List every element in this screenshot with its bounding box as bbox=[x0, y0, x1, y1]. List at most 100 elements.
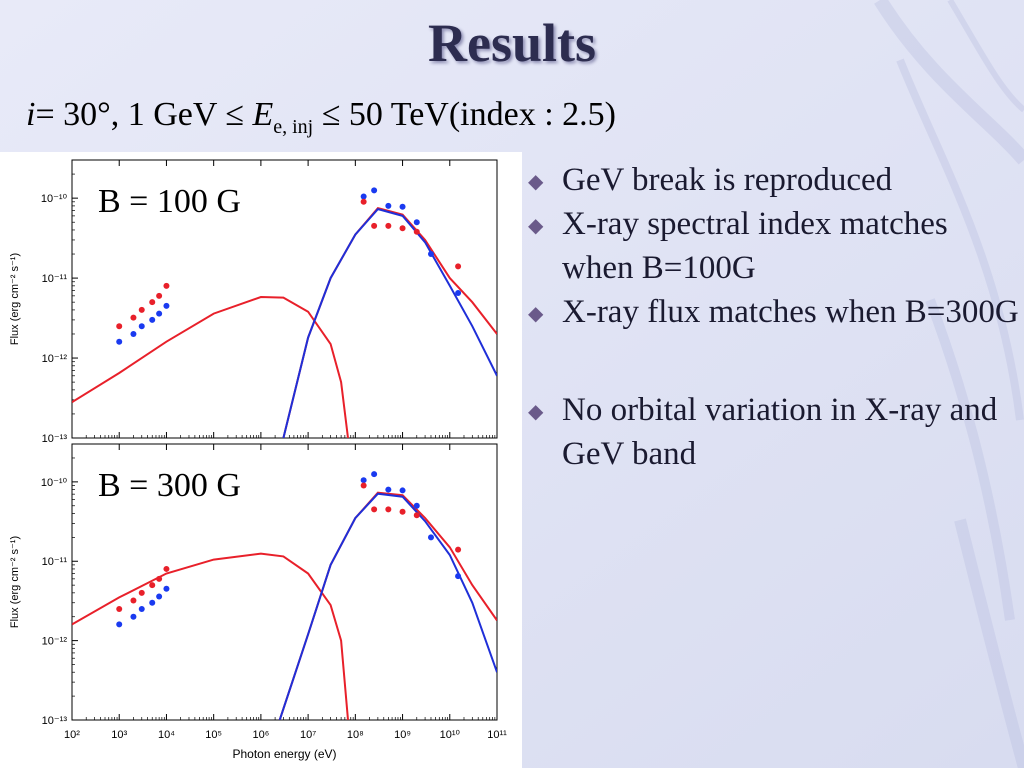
data-point-red bbox=[360, 198, 367, 205]
y-tick-label: 10⁻¹² bbox=[42, 636, 68, 648]
formula-i: i bbox=[26, 96, 36, 133]
data-point-blue bbox=[156, 310, 163, 317]
data-point-blue bbox=[149, 316, 156, 323]
formula-e: E bbox=[252, 96, 274, 133]
data-point-blue bbox=[138, 323, 145, 330]
y-tick-label: 10⁻¹¹ bbox=[42, 556, 68, 568]
data-point-red bbox=[399, 225, 406, 232]
x-tick-label: 10² bbox=[64, 729, 80, 741]
data-point-red bbox=[385, 506, 392, 513]
data-point-red bbox=[116, 606, 123, 613]
data-point-red bbox=[149, 299, 156, 306]
bullet-item: ◆ X-ray spectral index matches when B=100… bbox=[522, 202, 1022, 290]
data-point-blue bbox=[149, 599, 156, 606]
x-axis-label: Photon energy (eV) bbox=[232, 747, 336, 761]
bullet-item: ◆ No orbital variation in X-ray and GeV b… bbox=[522, 388, 1022, 476]
data-point-red bbox=[156, 575, 163, 582]
data-point-blue bbox=[130, 330, 137, 337]
bullet-text: X-ray flux matches when B=300G bbox=[562, 294, 1019, 330]
data-point-blue bbox=[399, 487, 406, 494]
model-curves bbox=[72, 491, 497, 720]
data-point-red bbox=[130, 314, 137, 321]
model-curve-blue-3 bbox=[278, 492, 497, 720]
data-point-red bbox=[455, 263, 462, 270]
y-tick-label: 10⁻¹⁰ bbox=[41, 477, 68, 489]
data-point-red bbox=[371, 222, 378, 229]
y-tick-label: 10⁻¹³ bbox=[42, 433, 68, 445]
data-point-blue bbox=[360, 477, 367, 484]
data-point-blue bbox=[427, 251, 434, 258]
data-point-blue bbox=[116, 338, 123, 345]
data-point-blue bbox=[455, 573, 462, 580]
formula-subscript: e, inj bbox=[273, 115, 314, 138]
plot-frame bbox=[71, 443, 498, 721]
y-axis-label: Flux (erg cm⁻² s⁻¹) bbox=[9, 536, 21, 628]
data-point-red bbox=[371, 506, 378, 513]
bullet-diamond-icon: ◆ bbox=[528, 215, 544, 237]
x-tick-label: 10⁸ bbox=[347, 729, 364, 741]
data-point-red bbox=[413, 228, 420, 235]
model-curve-red-1 bbox=[72, 552, 349, 720]
bullet-diamond-icon: ◆ bbox=[528, 303, 544, 325]
data-point-blue bbox=[385, 202, 392, 209]
x-tick-label: 10⁶ bbox=[253, 729, 270, 741]
data-point-blue bbox=[413, 502, 420, 509]
b-field-annotation: B = 300 G bbox=[98, 467, 241, 504]
x-tick-label: 10³ bbox=[111, 729, 127, 741]
data-point-red bbox=[138, 589, 145, 596]
data-point-red bbox=[455, 546, 462, 553]
y-tick-label: 10⁻¹¹ bbox=[42, 273, 68, 285]
data-point-red bbox=[385, 222, 392, 229]
data-point-blue bbox=[360, 193, 367, 200]
x-tick-label: 10¹⁰ bbox=[440, 729, 461, 741]
data-point-blue bbox=[156, 593, 163, 600]
data-point-red bbox=[413, 512, 420, 519]
data-point-red bbox=[138, 306, 145, 313]
sed-plots: 10⁻¹³ 10⁻¹² 10⁻¹¹ 10⁻¹⁰ Flux (erg cm⁻² s⁻¹) B… bbox=[9, 159, 507, 761]
formula-rest: ≤ 50 TeV(index : 2.5) bbox=[313, 96, 616, 133]
x-tick-label: 10⁵ bbox=[205, 729, 222, 741]
parameter-formula: i= 30°, 1 GeV ≤ Ee, inj ≤ 50 TeV(index :… bbox=[26, 96, 616, 139]
data-point-blue bbox=[371, 471, 378, 478]
y-tick-label: 10⁻¹³ bbox=[42, 715, 68, 727]
bullet-gap bbox=[522, 334, 1022, 388]
sed-chart-2: 10⁻¹³ 10⁻¹² 10⁻¹¹ 10⁻¹⁰ 10² 10³ 10⁴ 10⁵ 10⁶ 10⁷ 10… bbox=[9, 443, 507, 761]
model-curve-red-1 bbox=[72, 295, 349, 438]
data-point-blue bbox=[116, 621, 123, 628]
data-point-blue bbox=[399, 203, 406, 210]
x-tick-label: 10⁹ bbox=[394, 729, 411, 741]
y-tick-label: 10⁻¹² bbox=[42, 353, 68, 365]
data-point-blue bbox=[427, 534, 434, 541]
data-point-blue bbox=[455, 290, 462, 297]
data-point-red bbox=[360, 482, 367, 489]
plot-frame bbox=[71, 159, 498, 439]
bullet-item: ◆ GeV break is reproduced bbox=[522, 158, 1022, 202]
data-point-red bbox=[130, 597, 137, 604]
data-point-red bbox=[163, 565, 170, 572]
data-point-red bbox=[116, 323, 123, 330]
bullet-list: ◆ GeV break is reproduced ◆ X-ray spectral… bbox=[522, 158, 1022, 476]
x-tick-label: 10⁷ bbox=[300, 729, 316, 741]
y-axis-label: Flux (erg cm⁻² s⁻¹) bbox=[9, 253, 21, 345]
bullet-text: X-ray spectral index matches when B=100G bbox=[562, 206, 948, 286]
data-point-blue bbox=[163, 585, 170, 592]
data-points bbox=[116, 471, 462, 628]
bullet-diamond-icon: ◆ bbox=[528, 401, 544, 423]
data-point-blue bbox=[163, 302, 170, 309]
x-tick-label: 10¹¹ bbox=[487, 729, 507, 741]
bullet-text: GeV break is reproduced bbox=[562, 162, 893, 198]
data-points bbox=[116, 187, 462, 345]
data-point-blue bbox=[371, 187, 378, 194]
data-point-blue bbox=[130, 613, 137, 620]
data-point-blue bbox=[138, 606, 145, 613]
data-point-red bbox=[399, 508, 406, 515]
formula-angle: = 30°, 1 GeV ≤ bbox=[35, 96, 253, 133]
bullet-text: No orbital variation in X-ray and GeV ba… bbox=[562, 392, 998, 472]
bullet-diamond-icon: ◆ bbox=[528, 171, 544, 193]
model-curve-red-2 bbox=[278, 491, 497, 720]
model-curves bbox=[72, 206, 497, 438]
b-field-annotation: B = 100 G bbox=[98, 183, 241, 220]
x-tick-label: 10⁴ bbox=[158, 729, 175, 741]
slide-title: Results bbox=[427, 13, 596, 73]
data-point-red bbox=[163, 282, 170, 289]
